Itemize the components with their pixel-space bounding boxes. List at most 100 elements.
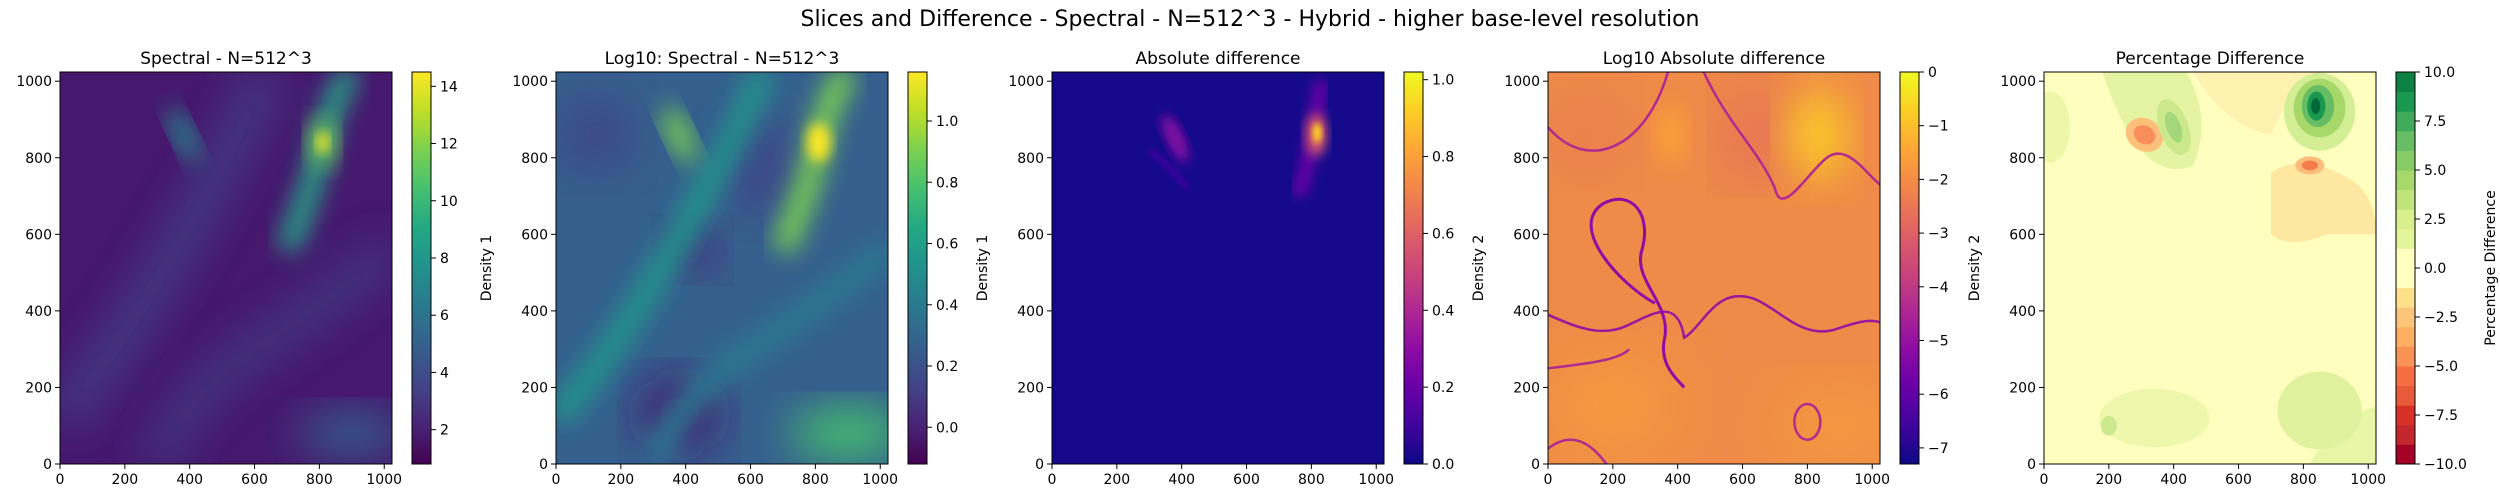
level-region bbox=[2311, 97, 2321, 115]
panel-percentage-difference: 0 200 400 600 800 1000 0 200 400 600 800 1000 Percen… bbox=[2000, 49, 2499, 488]
colorbar-level bbox=[2396, 209, 2415, 230]
colorbar-tick-label: 0.8 bbox=[936, 175, 958, 191]
colorbar-frame bbox=[1403, 71, 1424, 465]
region bbox=[1551, 99, 1623, 171]
colorbar-frame bbox=[1899, 71, 1920, 465]
panel-absolute-difference: 0 200 400 600 800 1000 0 200 400 600 800 1000 Absolu… bbox=[1008, 49, 1487, 488]
colorbar-tick-label: 0 bbox=[1928, 65, 1937, 81]
colorbar-tick-label: 12 bbox=[440, 137, 458, 153]
colorbar-label: Density 2 bbox=[1471, 235, 1487, 302]
x-tick-label: 0 bbox=[552, 472, 561, 488]
colorbar-tick-label: 8 bbox=[440, 251, 449, 267]
colorbar-label: Density 2 bbox=[1967, 235, 1983, 302]
x-tick-label: 800 bbox=[1794, 472, 1821, 488]
colorbar-tick-label: 2 bbox=[440, 423, 449, 439]
colorbar-level bbox=[2396, 189, 2415, 210]
colorbar-tick-label: −5.0 bbox=[2424, 359, 2458, 375]
region bbox=[1548, 357, 1678, 456]
colorbar-tick-label: −1 bbox=[1928, 119, 1949, 135]
peak bbox=[1312, 123, 1322, 143]
y-tick-label: 0 bbox=[1531, 457, 1540, 473]
x-tick-label: 0 bbox=[1544, 472, 1553, 488]
panel-title: Log10 Absolute difference bbox=[1603, 49, 1825, 69]
x-tick-label: 1000 bbox=[1854, 472, 1890, 488]
contour bbox=[1589, 197, 1686, 389]
colorbar-level bbox=[2396, 228, 2415, 249]
y-tick-label: 200 bbox=[1513, 380, 1540, 396]
contourf-percentage-difference bbox=[2044, 72, 2376, 464]
colorbar-gradient bbox=[908, 72, 927, 464]
panel-spectral: 0 200 400 600 800 1000 0 200 400 600 800 1000 Spectr… bbox=[16, 49, 495, 488]
colorbar-level bbox=[2396, 287, 2415, 308]
colorbar-level bbox=[2396, 326, 2415, 347]
level-region bbox=[2270, 163, 2376, 242]
colorbar-tick-label: 7.5 bbox=[2424, 114, 2446, 130]
colorbar-tick-label: 2.5 bbox=[2424, 212, 2446, 228]
colorbar-tick-label: −2.5 bbox=[2424, 310, 2458, 326]
plot-frame bbox=[59, 71, 393, 465]
colorbar-tick-label: 0.0 bbox=[936, 420, 958, 436]
colorbar-tick-label: 0.4 bbox=[936, 298, 958, 314]
colorbar-frame bbox=[907, 71, 928, 465]
colorbar-tick-label: −3 bbox=[1928, 226, 1949, 242]
y-tick-label: 400 bbox=[521, 304, 548, 320]
level-region bbox=[2193, 72, 2323, 135]
filament bbox=[641, 239, 888, 464]
panel-title: Absolute difference bbox=[1135, 49, 1300, 69]
colorbar-tick-label: 0.8 bbox=[1432, 150, 1454, 166]
y-tick-label: 600 bbox=[1017, 227, 1044, 243]
colorbar-tick-label: 4 bbox=[440, 365, 449, 381]
colorbar-gradient bbox=[1900, 72, 1919, 464]
colorbar-tick-label: 0.6 bbox=[936, 237, 958, 253]
y-tick-label: 600 bbox=[521, 227, 548, 243]
plot-frame bbox=[1547, 71, 1881, 465]
region bbox=[1787, 89, 1847, 181]
colorbar-tick-label: −7 bbox=[1928, 441, 1949, 457]
colorbar-tick-label: −7.5 bbox=[2424, 408, 2458, 424]
colorbar-tick-label: 6 bbox=[440, 308, 449, 324]
y-tick-label: 800 bbox=[1017, 151, 1044, 167]
x-tick-label: 400 bbox=[2160, 472, 2187, 488]
y-tick-label: 800 bbox=[521, 151, 548, 167]
y-tick-label: 600 bbox=[25, 227, 52, 243]
y-tick-label: 1000 bbox=[16, 74, 52, 90]
colorbar-level bbox=[2396, 170, 2415, 191]
x-tick-label: 1000 bbox=[862, 472, 898, 488]
panel-title: Percentage Difference bbox=[2116, 49, 2305, 69]
colorbar-level bbox=[2396, 111, 2415, 132]
x-tick-label: 1000 bbox=[366, 472, 402, 488]
level-region bbox=[2301, 160, 2318, 171]
colorbar-gradient bbox=[412, 72, 431, 464]
contour bbox=[1548, 294, 1880, 340]
y-tick-label: 0 bbox=[43, 457, 52, 473]
colorbar-level bbox=[2396, 91, 2415, 112]
level-region bbox=[2133, 125, 2156, 145]
plot-frame bbox=[2043, 71, 2377, 465]
y-tick-label: 600 bbox=[1513, 227, 1540, 243]
colorbar-tick-label: 0.4 bbox=[1432, 303, 1454, 319]
y-tick-label: 1000 bbox=[512, 74, 548, 90]
contour bbox=[1702, 72, 1880, 200]
colorbar-tick-label: −4 bbox=[1928, 280, 1949, 296]
x-tick-label: 0 bbox=[2040, 472, 2049, 488]
colorbar-tick-label: 0.2 bbox=[936, 359, 958, 375]
x-tick-label: 600 bbox=[241, 472, 268, 488]
x-tick-label: 600 bbox=[737, 472, 764, 488]
heatmap-spectral bbox=[60, 72, 392, 464]
blob bbox=[168, 108, 199, 162]
colorbar-level bbox=[2396, 346, 2415, 367]
colorbar-label: Percentage Difference bbox=[2483, 190, 2499, 345]
contour bbox=[1548, 348, 1631, 370]
y-tick-label: 200 bbox=[521, 380, 548, 396]
filament bbox=[60, 72, 282, 429]
colorbar-gradient bbox=[1404, 72, 1423, 464]
colorbar-level bbox=[2396, 130, 2415, 151]
x-tick-label: 200 bbox=[1599, 472, 1626, 488]
y-tick-label: 400 bbox=[25, 304, 52, 320]
x-tick-label: 200 bbox=[2095, 472, 2122, 488]
y-tick-label: 1000 bbox=[1008, 74, 1044, 90]
heatmap-log-absolute-difference bbox=[1548, 72, 1880, 464]
plot-frame bbox=[1051, 71, 1385, 465]
x-tick-label: 200 bbox=[111, 472, 138, 488]
